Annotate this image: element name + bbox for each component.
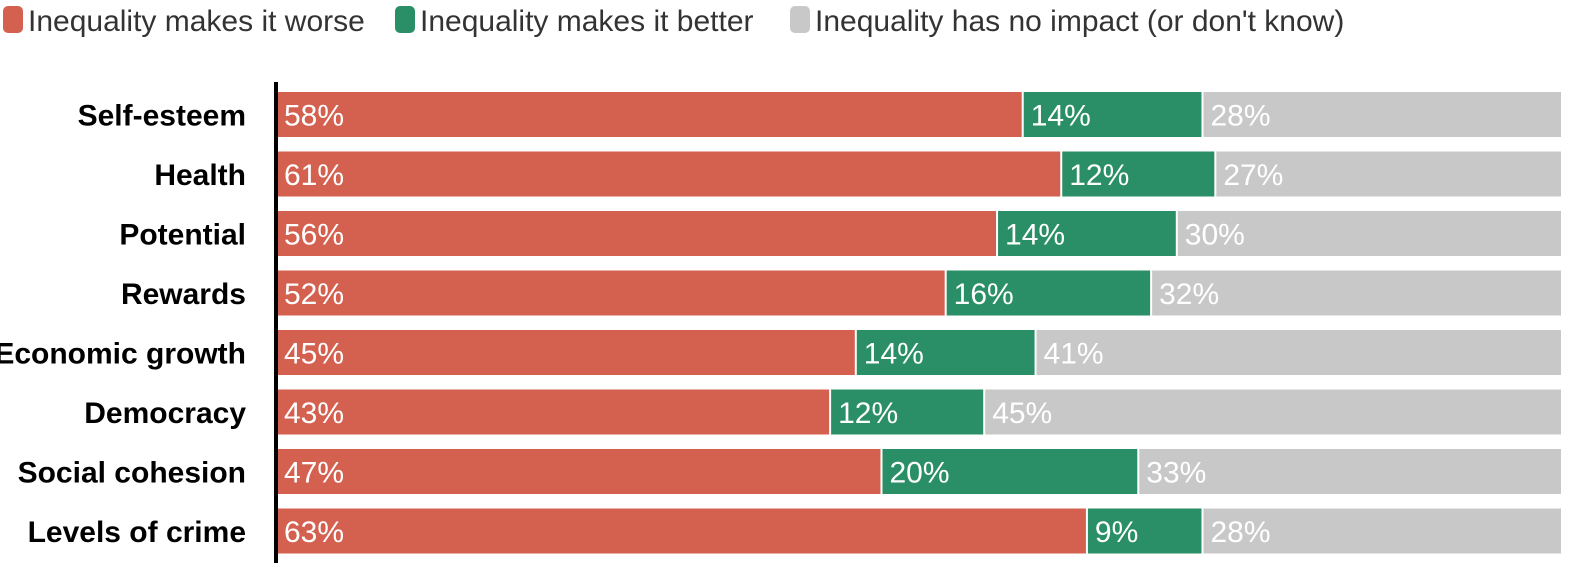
bar-value-label: 47% [284,457,344,490]
bar-value-label: 32% [1159,278,1219,311]
category-label: Social cohesion [18,457,246,490]
bars [277,92,1561,554]
legend-label-2: Inequality makes it better [420,5,754,38]
bar-value-label: 20% [889,457,949,490]
legend-swatch-1 [3,6,23,33]
bar-segment [946,270,1151,316]
bar-segment [998,211,1176,256]
bar-segment [831,389,984,435]
bar-segment [277,270,945,316]
bar-segment [1062,151,1215,197]
bar-value-label: 63% [284,516,344,549]
bar-segment [1152,270,1561,316]
bar-segment [277,449,881,494]
bar-segment [1203,508,1561,554]
category-label: Health [154,159,246,192]
bar-segment [882,449,1138,494]
bar-value-label: 45% [992,397,1052,430]
bar-value-label: 58% [284,100,344,133]
bar-segment [985,389,1561,435]
bar-value-label: 61% [284,159,344,192]
bar-value-label: 56% [284,219,344,252]
bar-value-label: 12% [838,397,898,430]
bar-value-label: 45% [284,338,344,371]
bar-value-label: 14% [1005,219,1065,252]
bar-value-label: 12% [1069,159,1129,192]
legend: Inequality makes it worse Inequality make… [3,5,1344,38]
legend-label-1: Inequality makes it worse [28,5,365,38]
bar-labels: 58% 14% 28% 61% 12% 27% 56% 14% 30% 52% 16% 32% 45% 1… [284,100,1283,550]
category-label: Levels of crime [28,516,246,549]
bar-segment [277,92,1022,137]
bar-value-label: 28% [1210,516,1270,549]
bar-value-label: 28% [1210,100,1270,133]
bar-segment [1023,92,1202,137]
bar-segment [277,211,997,256]
bar-value-label: 9% [1095,516,1138,549]
bar-value-label: 52% [284,278,344,311]
legend-swatch-2 [395,6,415,33]
bar-segment [1177,211,1561,256]
bar-segment [1216,151,1561,197]
bar-value-label: 27% [1223,159,1283,192]
category-labels: Self-esteem Health Potential Rewards Economi… [0,100,246,550]
bar-value-label: 30% [1185,219,1245,252]
bar-segment [856,330,1035,375]
bar-segment [277,508,1086,554]
bar-value-label: 43% [284,397,344,430]
bar-segment [277,330,855,375]
bar-value-label: 14% [1031,100,1091,133]
bar-segment [1139,449,1561,494]
bar-segment [1036,330,1561,375]
bar-value-label: 33% [1146,457,1206,490]
category-label: Democracy [84,397,246,430]
bar-segment [1203,92,1561,137]
legend-label-3: Inequality has no impact (or don't know) [815,5,1344,38]
legend-swatch-3 [790,6,810,33]
bar-segment [277,151,1061,197]
category-label: Self-esteem [78,100,246,133]
bar-value-label: 41% [1044,338,1104,371]
bar-value-label: 14% [864,338,924,371]
bar-segment [1087,508,1202,554]
bar-segment [277,389,830,435]
bar-value-label: 16% [954,278,1014,311]
category-label: Potential [119,219,246,252]
category-label: Rewards [121,278,246,311]
category-label: Economic growth [0,338,246,371]
